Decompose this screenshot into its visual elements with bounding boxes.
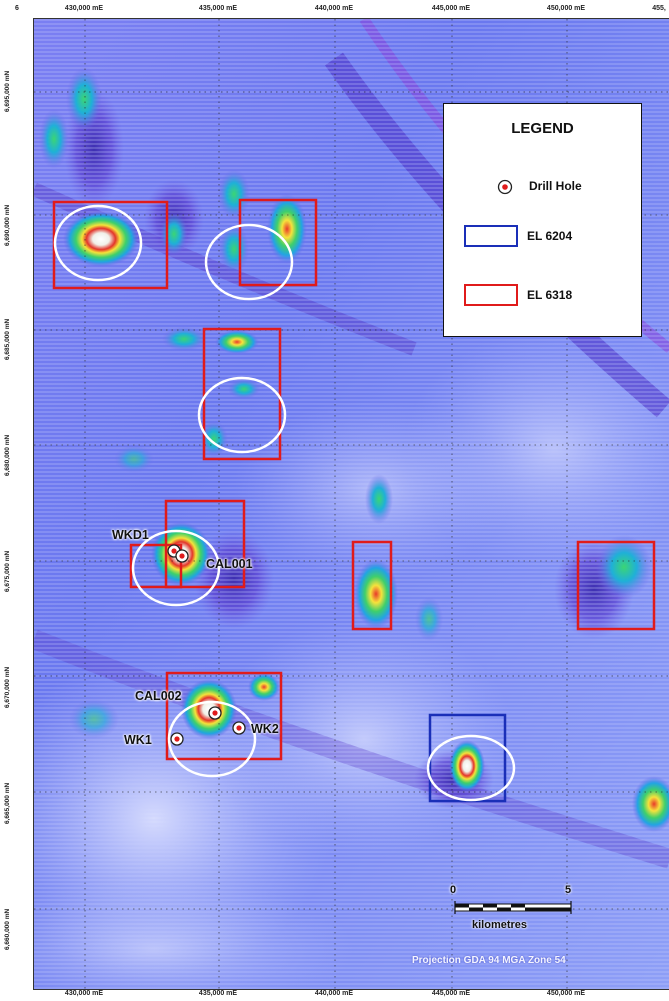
tenement-el6318 — [351, 540, 393, 631]
easting-tick-top: 450,000 mE — [546, 5, 586, 12]
target-rings — [53, 204, 516, 802]
tenement-el6318 — [165, 671, 283, 761]
northing-tick: 6,660,000 mN — [4, 908, 11, 950]
northing-tick: 6,670,000 mN — [4, 666, 11, 708]
northing-tick: 6,675,000 mN — [4, 550, 11, 592]
legend-swatch-el6318 — [464, 284, 518, 306]
easting-tick-top: 430,000 mE — [64, 5, 104, 12]
legend-title: LEGEND — [511, 120, 574, 137]
scale-bar — [454, 901, 572, 914]
easting-tick-bottom: 440,000 mE — [314, 990, 354, 997]
easting-tick-top: 445,000 mE — [431, 5, 471, 12]
easting-tick-bottom: 430,000 mE — [64, 990, 104, 997]
drill-hole-label-wk2: WK2 — [251, 722, 279, 736]
coordinate-grid — [34, 19, 669, 989]
northing-tick: 6,665,000 mN — [4, 782, 11, 824]
magnetic-image — [33, 18, 669, 990]
easting-tick-top: 440,000 mE — [314, 5, 354, 12]
easting-tick-bottom: 445,000 mE — [431, 990, 471, 997]
drill-hole-label-wk1: WK1 — [124, 733, 152, 747]
drill-hole-label-cal002: CAL002 — [135, 689, 182, 703]
drill-holes — [167, 544, 246, 746]
anomaly-cal002 — [181, 679, 237, 739]
drill-hole-icon — [232, 721, 246, 735]
target-ring — [204, 223, 294, 301]
tenement-el6318 — [202, 327, 282, 461]
projection-note: Projection GDA 94 MGA Zone 54 — [412, 955, 566, 966]
drill-hole-icon — [170, 732, 184, 746]
drill-hole-icon — [497, 179, 513, 195]
anomaly-east — [449, 740, 485, 792]
target-ring — [167, 700, 257, 778]
northing-tick: 6,690,000 mN — [4, 204, 11, 246]
scale-end-label: 5 — [565, 884, 572, 896]
easting-tick-bottom: 450,000 mE — [546, 990, 586, 997]
legend-swatch-el6204 — [464, 225, 518, 247]
corner-label: 6 — [15, 5, 19, 12]
easting-tick-top: 435,000 mE — [198, 5, 238, 12]
tenement-el6318 — [129, 543, 183, 589]
northing-tick: 6,695,000 mN — [4, 70, 11, 112]
target-ring — [426, 734, 516, 802]
northing-tick: 6,680,000 mN — [4, 434, 11, 476]
target-ring — [131, 529, 221, 607]
legend-label-el6204: EL 6204 — [527, 229, 573, 243]
northing-tick: 6,685,000 mN — [4, 318, 11, 360]
easting-tick-bottom: 435,000 mE — [198, 990, 238, 997]
target-ring — [197, 376, 287, 454]
tenement-el6318 — [576, 540, 656, 631]
legend-label-el6318: EL 6318 — [527, 288, 573, 302]
anomaly-nw — [63, 211, 139, 267]
legend: LEGEND Drill Hole EL 6204 EL 6318 — [443, 103, 642, 337]
scale-unit-label: kilometres — [472, 919, 528, 931]
legend-label-drill-hole: Drill Hole — [529, 179, 582, 193]
tenement-el6318 — [238, 198, 318, 287]
map-canvas — [34, 19, 669, 989]
scale-start-label: 0 — [450, 884, 457, 896]
drill-hole-icon — [175, 549, 189, 563]
easting-tick-top: 455, — [652, 5, 666, 12]
drill-hole-label-wkd1: WKD1 — [112, 528, 149, 542]
drill-hole-label-cal001: CAL001 — [206, 557, 253, 571]
target-ring — [53, 204, 143, 282]
drill-hole-icon — [208, 706, 222, 720]
